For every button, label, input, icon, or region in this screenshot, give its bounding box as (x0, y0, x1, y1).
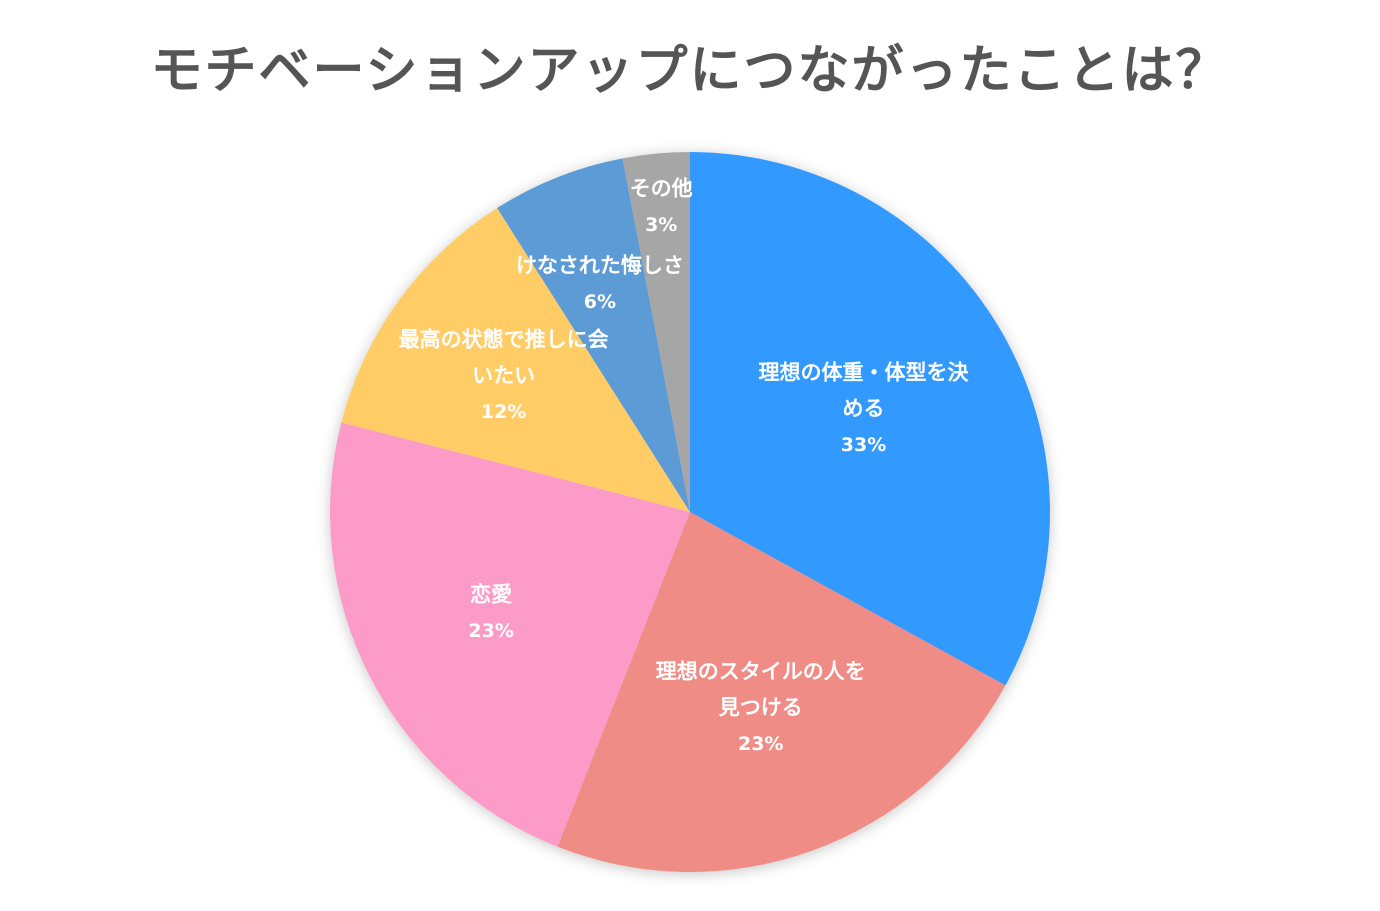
pie-slice-2 (330, 422, 690, 847)
pie-slice-0 (690, 152, 1050, 686)
pie-slices (330, 152, 1050, 873)
slice-category-label: 見つける (719, 695, 803, 719)
slice-percent-label: 23% (738, 733, 783, 755)
slice-category-label: けなされた悔しさ (516, 253, 684, 277)
slice-percent-label: 33% (841, 434, 886, 456)
slice-category-label: その他 (630, 176, 693, 200)
chart-title: モチベーションアップにつながったことは？ (150, 41, 1230, 101)
slice-category-label: める (843, 396, 885, 420)
slice-percent-label: 6% (584, 291, 616, 313)
pie-slice-3 (341, 208, 690, 513)
slice-percent-label: 12% (481, 401, 526, 423)
slice-label-5: その他 3% (630, 176, 693, 236)
slice-percent-label: 23% (468, 620, 513, 642)
slice-percent-label: 3% (645, 214, 677, 236)
slice-category-label: 理想の体重・体型を決 (759, 360, 970, 384)
pie-slice-4 (497, 158, 690, 512)
slice-label-2: 恋愛 23% (468, 582, 513, 642)
slice-label-4: けなされた悔しさ 6% (516, 253, 684, 313)
slice-category-label: 恋愛 (470, 582, 512, 606)
slice-category-label: 理想のスタイルの人を (656, 659, 866, 683)
slice-category-label: いたい (472, 364, 535, 388)
slice-category-label: 最高の状態で推しに会 (399, 328, 609, 352)
pie-slice-1 (557, 512, 1006, 873)
pie-slice-5 (622, 152, 690, 512)
